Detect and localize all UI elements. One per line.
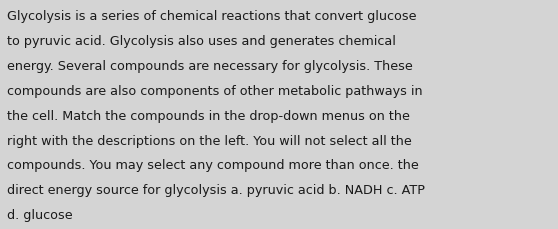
Text: right with the descriptions on the left. You will not select all the: right with the descriptions on the left.… — [7, 134, 412, 147]
Text: compounds. You may select any compound more than once. the: compounds. You may select any compound m… — [7, 159, 419, 172]
Text: direct energy source for glycolysis a. pyruvic acid b. NADH c. ATP: direct energy source for glycolysis a. p… — [7, 183, 425, 196]
Text: energy. Several compounds are necessary for glycolysis. These: energy. Several compounds are necessary … — [7, 60, 413, 73]
Text: the cell. Match the compounds in the drop-down menus on the: the cell. Match the compounds in the dro… — [7, 109, 410, 122]
Text: Glycolysis is a series of chemical reactions that convert glucose: Glycolysis is a series of chemical react… — [7, 10, 417, 23]
Text: d. glucose: d. glucose — [7, 208, 73, 221]
Text: compounds are also components of other metabolic pathways in: compounds are also components of other m… — [7, 85, 423, 98]
Text: to pyruvic acid. Glycolysis also uses and generates chemical: to pyruvic acid. Glycolysis also uses an… — [7, 35, 396, 48]
